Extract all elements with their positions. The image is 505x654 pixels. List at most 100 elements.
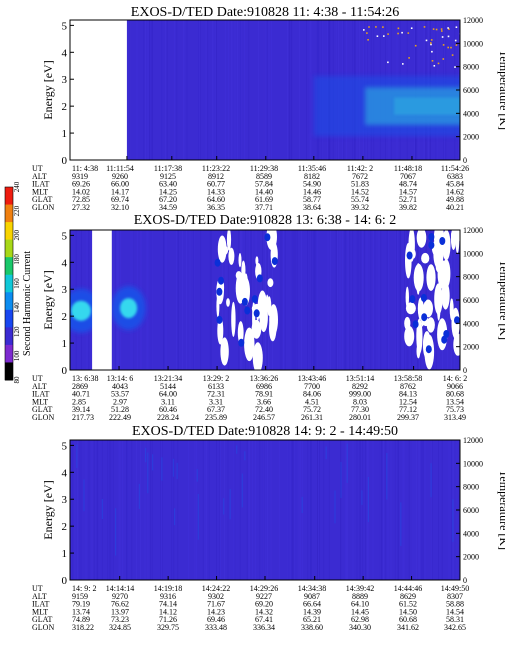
cell-alt: 9159 (72, 592, 88, 601)
cell-ut: 14:44:46 (394, 584, 422, 593)
cell-glat: 67.37 (207, 405, 225, 414)
cell-mlt: 14.54 (446, 607, 464, 616)
faint-streak (400, 502, 402, 546)
noise-streak (327, 230, 329, 370)
noise-streak (268, 20, 270, 160)
cell-glon: 217.73 (72, 413, 94, 422)
saturated-patch (450, 230, 457, 250)
cell-glat: 39.14 (72, 405, 90, 414)
scatter-point (431, 50, 433, 53)
cell-alt: 7700 (304, 382, 320, 391)
cell-mlt: 2.85 (72, 397, 86, 406)
scatter-point (423, 26, 426, 28)
y2-tick-label: 0 (463, 576, 467, 585)
noise-streak (177, 230, 179, 370)
noise-streak (209, 230, 211, 370)
cell-ilat: 76.62 (111, 600, 129, 609)
noise-streak (147, 230, 149, 370)
cell-mlt: 14.12 (159, 607, 177, 616)
saturated-patch (220, 337, 229, 366)
noise-streak (263, 440, 265, 580)
color-scale-segment (5, 257, 13, 276)
y-tick-label: 3 (62, 494, 68, 506)
noise-streak (421, 440, 423, 580)
noise-streak (76, 440, 78, 580)
saturated-patch (453, 333, 460, 356)
saturated-patch (228, 247, 235, 265)
noise-streak (143, 20, 145, 160)
cell-glat: 61.69 (255, 195, 273, 204)
cell-mlt: 14.33 (207, 187, 225, 196)
noise-streak (408, 440, 410, 580)
contour-blob (238, 338, 245, 347)
orbit-table: UT 13: 6:38 13:14: 6 13:21:34 13:29: 2 13:36:… (32, 374, 467, 422)
y2-tick-label: 2000 (463, 133, 479, 142)
color-scale-segment (5, 222, 13, 241)
saturated-patch (220, 235, 224, 261)
cell-mlt: 14.25 (159, 187, 177, 196)
noise-streak (365, 440, 366, 580)
contour-blob (425, 345, 432, 354)
contour-blob (439, 237, 446, 245)
cell-glon: 338.60 (301, 623, 323, 632)
cell-ilat: 57.84 (255, 180, 273, 189)
chart-panel-1: EXOS-D/TED Date:910828 11: 4:38 - 11:54:… (32, 5, 505, 212)
scatter-point (442, 44, 445, 46)
noise-streak (216, 440, 217, 580)
color-scale-tick: 160 (13, 278, 21, 289)
noise-streak (79, 440, 81, 580)
noise-streak (360, 230, 362, 370)
cell-ut: 13:58:58 (394, 374, 422, 383)
cell-glon: 27.32 (72, 203, 90, 212)
cell-ilat: 54.90 (303, 180, 321, 189)
noise-streak (194, 440, 196, 580)
y-tick-label: 2 (62, 101, 68, 113)
saturated-patch (405, 242, 412, 279)
cell-alt: 8589 (256, 172, 272, 181)
cell-glon: 341.62 (397, 623, 419, 632)
noise-streak (231, 20, 233, 160)
contour-blob (420, 293, 427, 302)
cell-alt: 7067 (400, 172, 416, 181)
cell-glon: 228.24 (157, 413, 179, 422)
cell-ilat: 66.00 (111, 180, 129, 189)
noise-streak (336, 230, 338, 370)
noise-streak (451, 440, 453, 580)
noise-streak (362, 440, 364, 580)
noise-streak (237, 20, 239, 160)
scatter-point (437, 62, 440, 65)
noise-streak (81, 440, 83, 580)
noise-streak (307, 440, 309, 580)
noise-streak (345, 440, 347, 580)
cell-ilat: 69.20 (255, 600, 273, 609)
contour-blob (412, 320, 419, 329)
saturated-patch (442, 230, 451, 261)
noise-streak (315, 230, 317, 370)
scatter-point (367, 39, 369, 41)
noise-streak (311, 230, 313, 370)
noise-streak (146, 230, 148, 370)
row-label-alt: ALT (32, 382, 47, 391)
cell-mlt: 14.39 (303, 607, 321, 616)
cell-mlt: 14.50 (399, 607, 417, 616)
noise-streak (162, 440, 163, 580)
cell-glon: 336.34 (253, 623, 275, 632)
noise-streak (177, 440, 179, 580)
color-scale-segment (5, 187, 13, 206)
cell-ilat: 80.68 (446, 390, 464, 399)
scatter-point (435, 28, 438, 31)
noise-streak (372, 230, 374, 370)
band-peak (394, 97, 460, 115)
saturated-patch (405, 286, 409, 308)
saturated-patch (416, 230, 427, 248)
scatter-point (408, 57, 410, 59)
saturated-patch (251, 319, 262, 339)
noise-streak (352, 230, 354, 370)
cell-mlt: 3.66 (257, 397, 271, 406)
cell-mlt: 12.54 (399, 397, 417, 406)
noise-streak (417, 440, 419, 580)
color-scale-tick: 240 (13, 181, 21, 192)
noise-streak (347, 440, 348, 580)
noise-streak (419, 440, 421, 580)
